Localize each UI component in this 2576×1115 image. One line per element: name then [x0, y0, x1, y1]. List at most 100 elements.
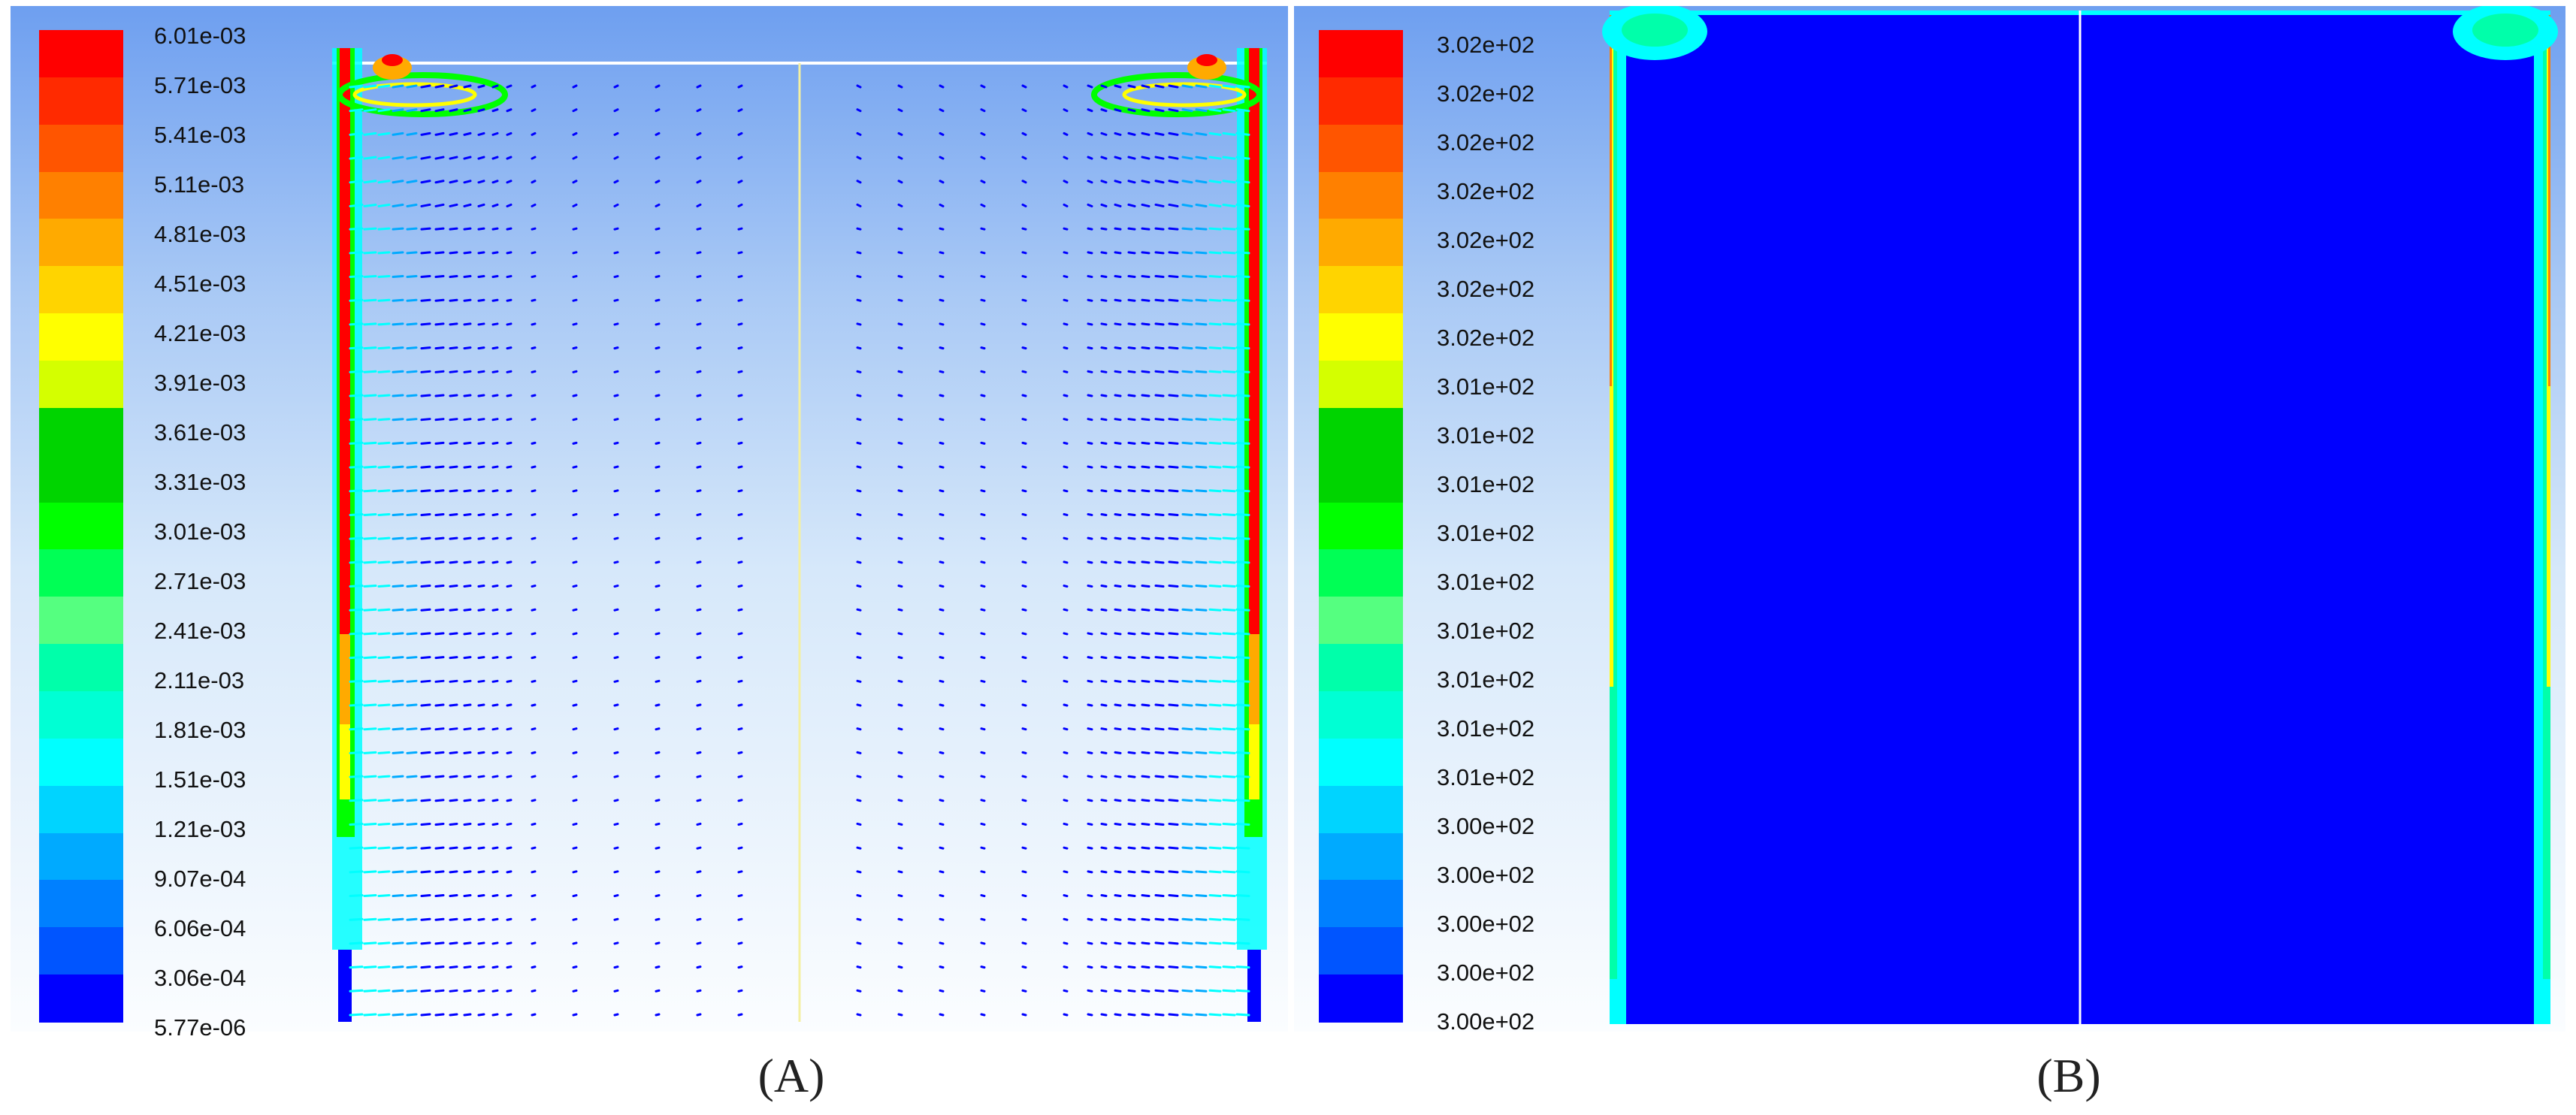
vector-arrow — [1114, 298, 1122, 302]
vector-arrow — [655, 561, 661, 564]
colorbar-label: 3.01e+02 — [1437, 764, 1535, 790]
vector-arrow — [1141, 108, 1150, 113]
vector-arrow — [737, 989, 743, 993]
vector-arrow — [1063, 131, 1069, 136]
vector-arrow — [1195, 775, 1208, 778]
vector-arrow — [463, 989, 472, 993]
vector-arrow — [655, 370, 661, 373]
vector-arrow — [572, 394, 578, 397]
vector-arrow — [420, 512, 431, 516]
vector-arrow — [980, 84, 986, 89]
vector-arrow — [1127, 917, 1136, 921]
vector-arrow — [1235, 298, 1250, 302]
vector-arrow — [1154, 656, 1165, 660]
vector-arrow — [531, 751, 537, 754]
vector-arrow — [572, 608, 578, 612]
vector-arrow — [1141, 608, 1150, 612]
vector-arrow — [1168, 275, 1179, 279]
vector-arrow — [613, 608, 619, 612]
panel-a-caption: (A) — [757, 1049, 825, 1102]
vector-arrow — [856, 703, 862, 707]
vector-arrow — [392, 799, 404, 802]
vector-arrow — [1222, 585, 1236, 588]
vector-arrow — [572, 536, 578, 540]
vector-arrow — [349, 180, 364, 184]
vector-arrow — [1181, 512, 1193, 516]
vector-arrow — [392, 632, 404, 636]
vector-arrow — [1181, 799, 1193, 802]
vector-arrow — [392, 703, 404, 707]
colorbar-label: 3.01e+02 — [1437, 666, 1535, 693]
vector-arrow — [1114, 512, 1122, 516]
vector-arrow — [1100, 156, 1108, 160]
vector-arrow — [572, 561, 578, 564]
vector-arrow — [1141, 418, 1150, 422]
vector-arrow — [1063, 632, 1069, 636]
vector-arrow — [655, 227, 661, 231]
vector-arrow — [1168, 799, 1179, 802]
vector-arrow — [1222, 703, 1236, 707]
vector-arrow — [1141, 656, 1150, 660]
vector-arrow — [363, 727, 377, 731]
vector-arrow — [506, 251, 512, 255]
vector-arrow — [1127, 941, 1136, 945]
colorbar-band — [39, 785, 123, 834]
vector-arrow — [531, 727, 537, 731]
vector-arrow — [1222, 822, 1236, 826]
vector-arrow — [449, 180, 458, 184]
vector-arrow — [1114, 275, 1122, 279]
vector-arrow — [1208, 180, 1222, 184]
vector-arrow — [1114, 84, 1122, 89]
vector-arrow — [463, 512, 472, 516]
panel-a-velocity-vectors: 6.01e-03 5.71e-03 5.41e-03 5.11e-03 4.81e-03… — [11, 6, 1288, 1041]
vector-arrow — [1154, 180, 1165, 184]
vector-arrow — [434, 370, 445, 373]
vector-arrow — [939, 822, 945, 826]
vector-arrow — [506, 727, 512, 731]
vector-arrow — [939, 322, 945, 326]
vector-arrow — [1114, 227, 1122, 231]
vector-arrow — [737, 131, 743, 136]
vector-arrow — [1195, 394, 1208, 397]
vector-arrow — [420, 227, 431, 231]
vector-arrow — [477, 632, 485, 636]
vector-arrow — [449, 965, 458, 969]
vector-arrow — [434, 180, 445, 184]
vector-arrow — [477, 251, 485, 255]
vector-arrow — [1100, 775, 1108, 778]
vector-arrow — [1100, 322, 1108, 326]
vector-arrow — [1208, 251, 1222, 255]
vector-arrow — [1141, 394, 1150, 397]
vector-arrow — [1114, 822, 1122, 826]
vector-arrow — [1195, 203, 1208, 207]
vector-arrow — [531, 632, 537, 636]
vector-arrow — [1222, 322, 1236, 326]
vector-arrow — [449, 941, 458, 945]
vector-arrow — [349, 561, 364, 564]
vector-arrow — [856, 108, 862, 113]
vector-arrow — [856, 917, 862, 921]
colorbar-label: 5.41e-03 — [154, 122, 246, 148]
vector-arrow — [349, 251, 364, 255]
vector-arrow — [531, 536, 537, 540]
vector-arrow — [434, 989, 445, 993]
colorbar-band — [39, 502, 123, 551]
vector-arrow — [856, 608, 862, 612]
vector-arrow — [1114, 917, 1122, 921]
vector-arrow — [1063, 512, 1069, 516]
vector-arrow — [1222, 298, 1236, 302]
vector-arrow — [1127, 298, 1136, 302]
vector-arrow — [1100, 941, 1108, 945]
vector-arrow — [1063, 251, 1069, 255]
vector-arrow — [449, 1013, 458, 1017]
vector-arrow — [406, 298, 418, 302]
vector-arrow — [980, 1013, 986, 1017]
vector-arrow — [491, 822, 499, 826]
vector-arrow — [897, 917, 903, 921]
vector-arrow — [1087, 322, 1093, 326]
vector-arrow — [506, 799, 512, 802]
colorbar-band — [39, 407, 123, 456]
vector-arrow — [980, 512, 986, 516]
vector-arrow — [939, 346, 945, 350]
vector-arrow — [377, 775, 391, 778]
